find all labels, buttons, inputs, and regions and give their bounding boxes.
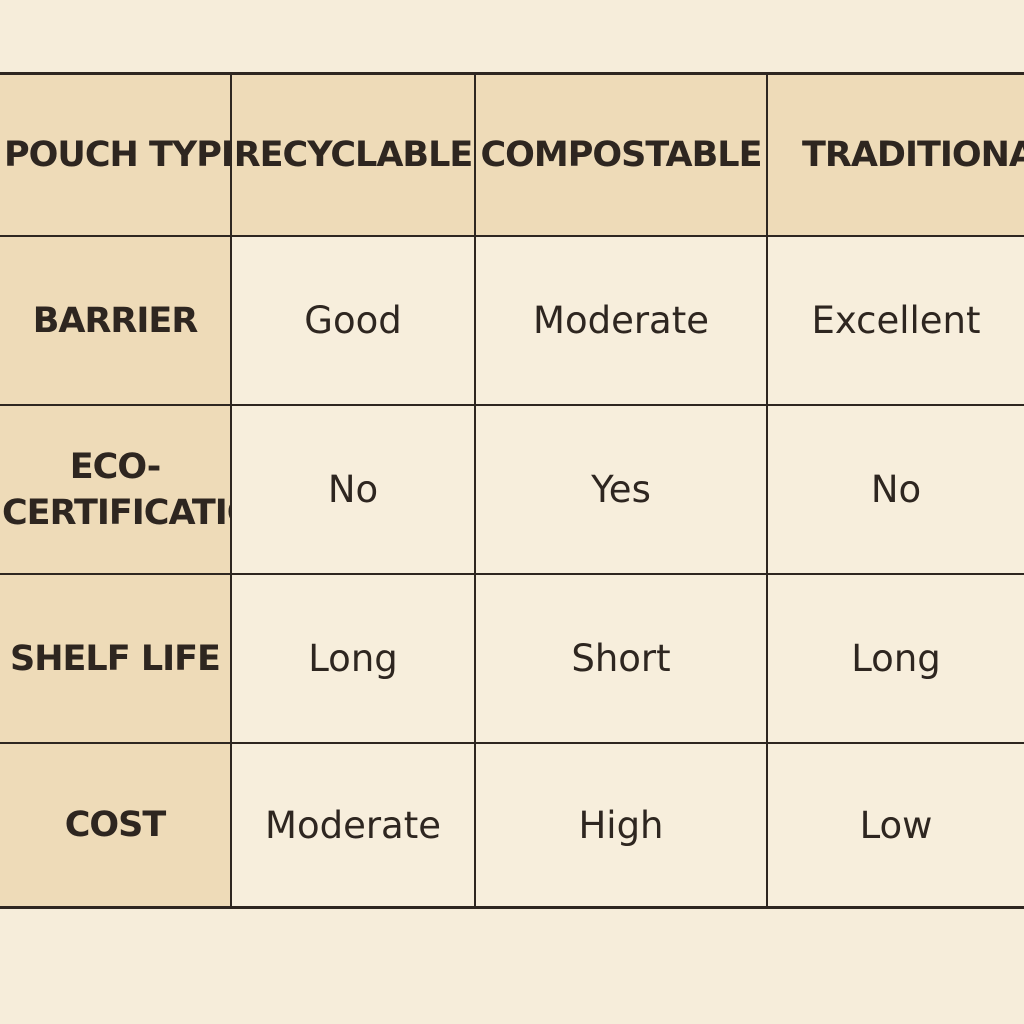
cell-shelf-recyclable: Long [230, 573, 476, 744]
cell-shelf-compostable: Short [474, 573, 768, 744]
cell-shelf-traditional: Long [766, 573, 1024, 744]
cell-eco-recyclable: No [230, 404, 476, 575]
cell-barrier-compostable: Moderate [474, 235, 768, 406]
table-row-eco-certification: ECO- CERTIFICATION No Yes No [0, 404, 1024, 575]
row-label-eco-certification: ECO- CERTIFICATION [0, 404, 232, 575]
row-label-shelf-life: SHELF LIFE [0, 573, 232, 744]
cell-barrier-traditional: Excellent [766, 235, 1024, 406]
table-row-shelf-life: SHELF LIFE Long Short Long [0, 573, 1024, 744]
cell-eco-compostable: Yes [474, 404, 768, 575]
pouch-comparison-table: POUCH TYPE RECYCLABLE COMPOSTABLE TRADIT… [0, 75, 1024, 906]
cell-cost-recyclable: Moderate [230, 742, 476, 906]
comparison-table-container: POUCH TYPE RECYCLABLE COMPOSTABLE TRADIT… [0, 72, 1024, 909]
row-label-eco-line1: ECO- [69, 446, 162, 487]
header-pouch-type: POUCH TYPE [0, 75, 232, 237]
table-row-barrier: BARRIER Good Moderate Excellent [0, 235, 1024, 406]
header-recyclable: RECYCLABLE [230, 75, 476, 237]
row-label-barrier: BARRIER [0, 235, 232, 406]
header-compostable: COMPOSTABLE [474, 75, 768, 237]
cell-barrier-recyclable: Good [230, 235, 476, 406]
row-label-eco-line2: CERTIFICATION [2, 492, 229, 533]
table-row-cost: COST Moderate High Low [0, 742, 1024, 906]
cell-eco-traditional: No [766, 404, 1024, 575]
cell-cost-compostable: High [474, 742, 768, 906]
row-label-cost: COST [0, 742, 232, 906]
header-traditional: TRADITIONAL [766, 75, 1024, 237]
cell-cost-traditional: Low [766, 742, 1024, 906]
header-row: POUCH TYPE RECYCLABLE COMPOSTABLE TRADIT… [0, 75, 1024, 237]
